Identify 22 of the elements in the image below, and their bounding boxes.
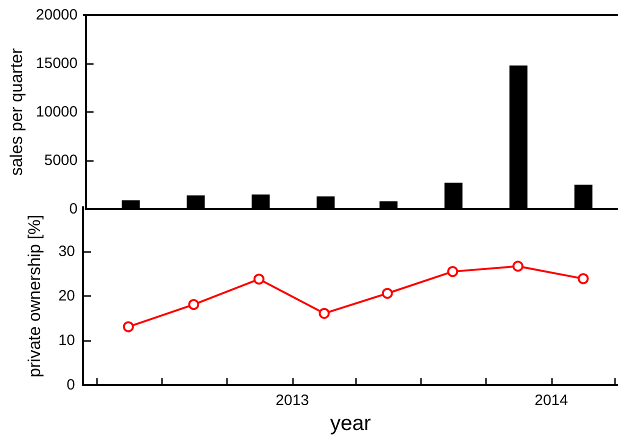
y-axis-title: private ownership [%] — [25, 214, 44, 378]
y-tick-label: 15000 — [36, 55, 78, 72]
point — [253, 274, 264, 285]
point — [382, 288, 393, 299]
y-axis-title: sales per quarter — [7, 48, 26, 176]
point — [578, 273, 589, 284]
y-tick-label: 20 — [58, 288, 75, 305]
y-tick-label: 0 — [66, 376, 75, 394]
x-axis-title: year — [330, 412, 371, 435]
y-tick-label: 5000 — [44, 152, 78, 169]
point — [122, 321, 134, 332]
point — [188, 299, 200, 310]
point — [318, 308, 330, 319]
x-tick-label: 2014 — [534, 392, 568, 410]
y-tick-label: 30 — [58, 243, 75, 260]
y-tick-label: 20000 — [36, 6, 78, 24]
point — [512, 260, 524, 272]
y-tick-label: 0 — [69, 200, 78, 218]
y-tick-label: 10000 — [36, 104, 78, 120]
y-tick-label: 10 — [58, 332, 75, 350]
x-tick-label: 2013 — [276, 392, 310, 410]
point — [447, 266, 458, 278]
